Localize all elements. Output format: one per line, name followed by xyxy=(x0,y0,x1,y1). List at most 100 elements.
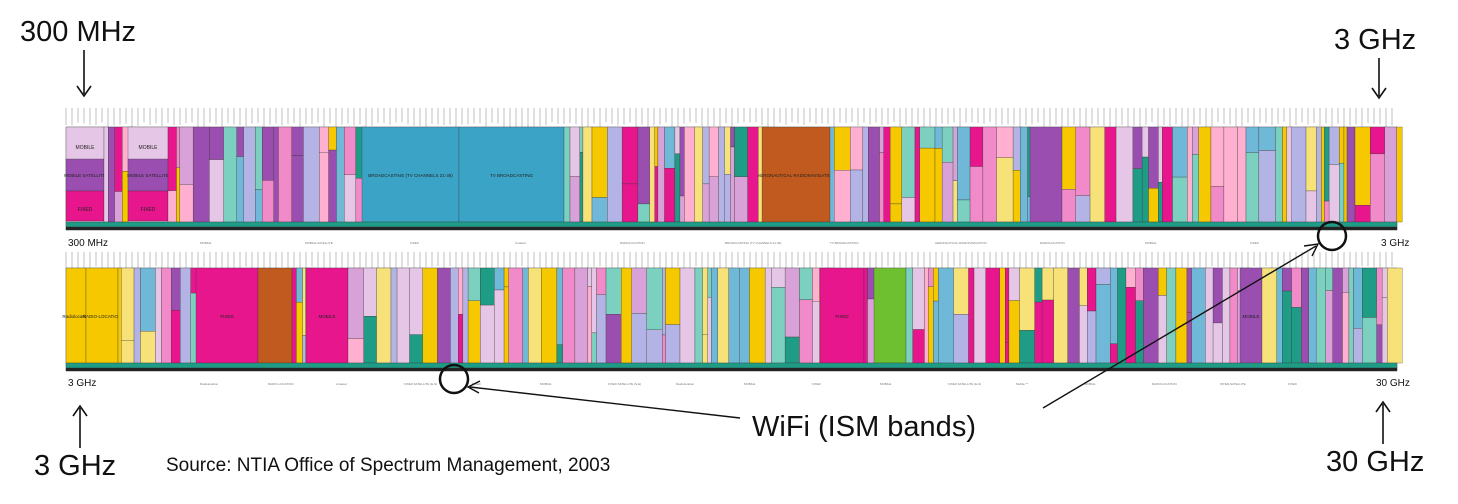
band-block xyxy=(654,126,659,167)
band-block xyxy=(1258,126,1276,151)
band-block xyxy=(1324,200,1330,223)
band-block xyxy=(905,267,914,364)
strip2-band-name: Radiolocation xyxy=(200,382,219,386)
band-block xyxy=(1115,126,1134,223)
band-block xyxy=(662,334,666,364)
band-block xyxy=(1339,126,1345,164)
band-block xyxy=(1012,126,1021,171)
band-block xyxy=(646,329,663,364)
band-block xyxy=(734,176,748,223)
band-block xyxy=(771,267,786,288)
band-block xyxy=(255,126,263,190)
band-block xyxy=(708,126,719,177)
band-block xyxy=(1205,267,1214,364)
band-block xyxy=(437,267,451,364)
band-block xyxy=(562,267,576,364)
band-block xyxy=(973,267,986,364)
strip1-start-label: 300 MHz xyxy=(68,238,109,249)
band-block xyxy=(953,314,969,364)
band-block xyxy=(409,267,423,335)
band-block xyxy=(1342,267,1350,293)
band-block xyxy=(1166,267,1177,364)
strip2-band-name: Mobile ** xyxy=(1016,382,1029,386)
band-block xyxy=(1186,267,1192,313)
strip1-band-name: FIXED xyxy=(1250,241,1260,245)
band-block-major xyxy=(761,126,831,223)
band-block xyxy=(574,267,589,364)
band-block xyxy=(679,126,685,197)
band-label-major: BROADCASTING (TV CHANNELS 21-36) xyxy=(368,173,453,178)
arrow-top-right xyxy=(1371,58,1387,100)
band-block xyxy=(1291,126,1307,223)
band-block xyxy=(1258,150,1276,223)
strip1-band-name: AERONAUTICAL RADIONAVIGATION xyxy=(935,241,987,245)
strip2-band-name: Radiolocation xyxy=(676,382,695,386)
band-block xyxy=(912,329,925,364)
band-block xyxy=(708,176,719,223)
strip2-band-name: MOBILE xyxy=(1084,382,1095,386)
band-block xyxy=(1348,267,1354,364)
band-block xyxy=(1192,126,1199,155)
band-block xyxy=(933,267,939,302)
strip1-band-name: FIXED xyxy=(410,241,420,245)
band-block xyxy=(679,267,696,364)
band-block xyxy=(734,126,748,177)
strip1-band-name: RADIOLOCATION xyxy=(1040,241,1065,245)
band-block-major xyxy=(85,267,119,364)
band-block xyxy=(569,176,581,223)
band-block xyxy=(662,267,666,336)
wifi-label: WiFi (ISM bands) xyxy=(752,411,976,443)
band-block xyxy=(1275,126,1283,223)
band-block xyxy=(140,267,156,332)
band-block xyxy=(1354,126,1371,206)
band-block xyxy=(1175,267,1188,364)
band-block xyxy=(941,126,954,163)
band-block xyxy=(1353,267,1363,329)
band-block xyxy=(969,166,984,223)
band-block xyxy=(707,297,712,364)
strip1-band-name: Amateur xyxy=(515,241,526,245)
band-block xyxy=(409,334,423,364)
band-block xyxy=(1332,267,1343,364)
band-block xyxy=(1362,317,1377,364)
band-label-major: FIXED xyxy=(835,314,849,319)
band-block xyxy=(363,267,377,317)
band-block xyxy=(1067,267,1080,364)
band-block xyxy=(103,126,109,223)
strip1-baseline xyxy=(65,221,1398,228)
band-block xyxy=(1079,305,1088,364)
band-block xyxy=(390,267,398,364)
band-block xyxy=(1222,267,1231,364)
band-block xyxy=(1148,188,1159,223)
strip1-band-name: MOBILE xyxy=(1145,241,1156,245)
band-block-major xyxy=(458,126,565,223)
band-block xyxy=(1342,292,1350,364)
band-block xyxy=(620,267,632,364)
band-block xyxy=(336,126,345,223)
band-block xyxy=(278,126,292,223)
band-block xyxy=(328,126,337,151)
band-block xyxy=(133,267,141,364)
band-block xyxy=(654,166,659,223)
band-block xyxy=(223,126,237,223)
band-block xyxy=(1354,205,1371,223)
band-block xyxy=(591,332,597,364)
band-block xyxy=(1321,126,1325,223)
band-block xyxy=(1229,267,1238,364)
band-block xyxy=(114,126,123,192)
band-block xyxy=(621,183,639,223)
band-block xyxy=(928,286,934,364)
band-block xyxy=(969,126,984,167)
band-block xyxy=(117,267,122,364)
band-block xyxy=(702,267,708,335)
band-block xyxy=(596,267,607,295)
band-label-major: TV BROADCASTING xyxy=(490,173,534,178)
band-label-major: AERONAUTICAL RADIONAVIGATION xyxy=(757,173,834,178)
band-label-major: MOBILE xyxy=(318,314,335,319)
band-block xyxy=(664,126,676,169)
band-block xyxy=(1212,267,1223,324)
band-block xyxy=(291,155,304,223)
band-block xyxy=(1125,267,1136,288)
band-block xyxy=(1210,186,1225,223)
wifi-circle-lower xyxy=(438,363,470,395)
